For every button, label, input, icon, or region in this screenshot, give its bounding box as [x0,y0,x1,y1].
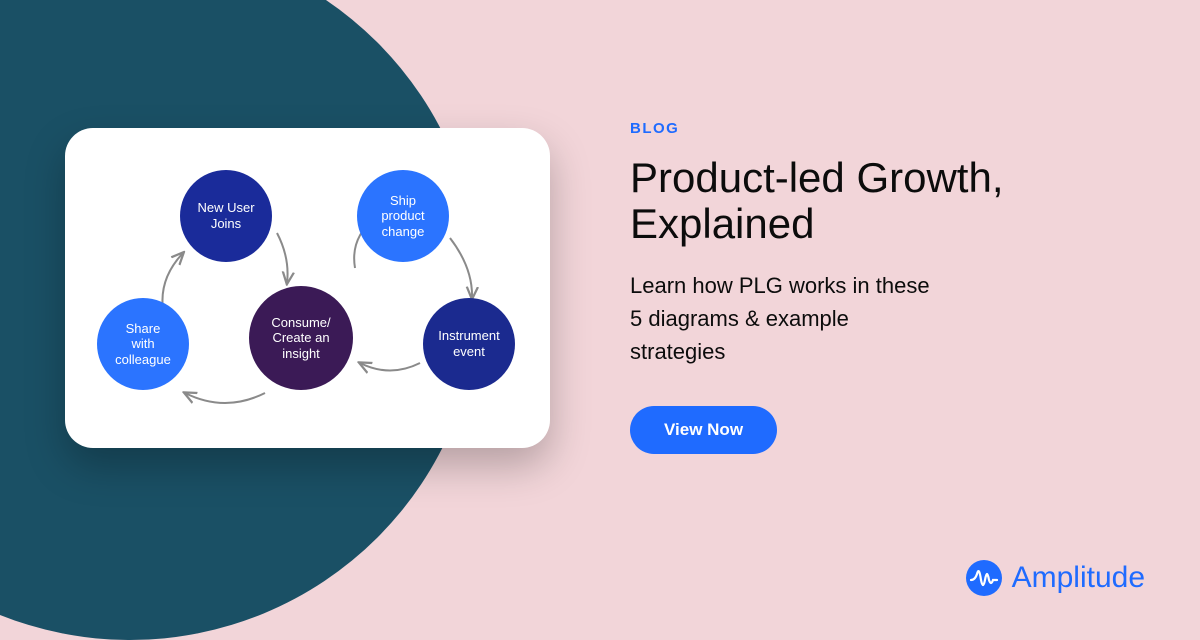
arrow-a3 [185,393,265,403]
node-instrument: Instrument event [423,298,515,390]
diagram-card: New User Joins Share with colleague Consum… [65,128,550,448]
brand-name: Amplitude [1012,561,1145,595]
arrow-a6 [360,363,420,371]
node-ship: Ship product change [357,170,449,262]
page-title: Product-led Growth, Explained [630,155,1130,247]
eyebrow-label: BLOG [630,120,1130,137]
node-new-user: New User Joins [180,170,272,262]
node-share: Share with colleague [97,298,189,390]
arrow-a5 [450,238,472,298]
subtitle: Learn how PLG works in these 5 diagrams … [630,269,930,368]
arrow-a2 [277,233,288,283]
view-now-button[interactable]: View Now [630,406,777,454]
content-column: BLOG Product-led Growth, Explained Learn… [630,120,1130,454]
brand-logo: Amplitude [966,560,1145,596]
amplitude-icon [966,560,1002,596]
node-consume: Consume/ Create an insight [249,286,353,390]
